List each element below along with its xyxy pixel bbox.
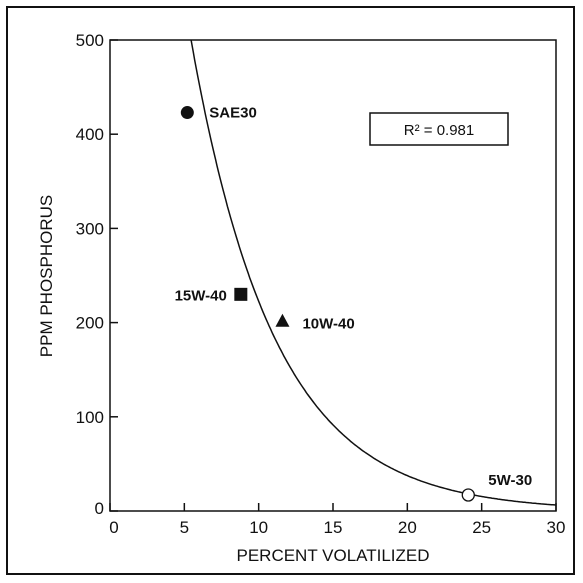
y-tick-label: 300	[76, 219, 104, 238]
x-tick-label: 5	[180, 518, 189, 537]
chart-frame	[6, 6, 575, 575]
r-squared-box	[369, 112, 509, 146]
data-point-15w-40	[234, 287, 248, 301]
data-label-15w-40: 15W-40	[175, 287, 227, 304]
data-label-sae30: SAE30	[209, 105, 257, 122]
x-axis-title: PERCENT VOLATILIZED	[236, 546, 429, 565]
x-tick-label: 15	[324, 518, 343, 537]
x-tick-label: 25	[472, 518, 491, 537]
data-point-sae30	[180, 106, 194, 120]
data-label-10w-40: 10W-40	[302, 316, 354, 333]
x-tick-label: 30	[547, 518, 566, 537]
x-tick-label: 20	[398, 518, 417, 537]
y-tick-label: 0	[95, 499, 104, 518]
plot-area	[109, 39, 557, 512]
y-tick-label: 400	[76, 125, 104, 144]
data-point-10w-40	[275, 313, 290, 327]
data-label-5w-30: 5W-30	[488, 472, 532, 489]
y-tick-label: 100	[76, 408, 104, 427]
fit-curve	[190, 39, 557, 506]
r-squared-annotation: R² = 0.981	[404, 122, 474, 139]
data-points: SAE30 15W-40 10W-40 5W-30	[175, 105, 532, 502]
y-tick-label: 200	[76, 314, 104, 333]
x-tick-label: 0	[109, 518, 118, 537]
y-axis: 0 100 200 300 400 500	[76, 31, 118, 518]
y-tick-label: 500	[76, 31, 104, 50]
x-axis: 0 5 10 15 20 25 30	[109, 503, 565, 537]
data-point-5w-30	[461, 488, 475, 502]
y-axis-title: PPM PHOSPHORUS	[37, 195, 56, 357]
x-tick-label: 10	[249, 518, 268, 537]
